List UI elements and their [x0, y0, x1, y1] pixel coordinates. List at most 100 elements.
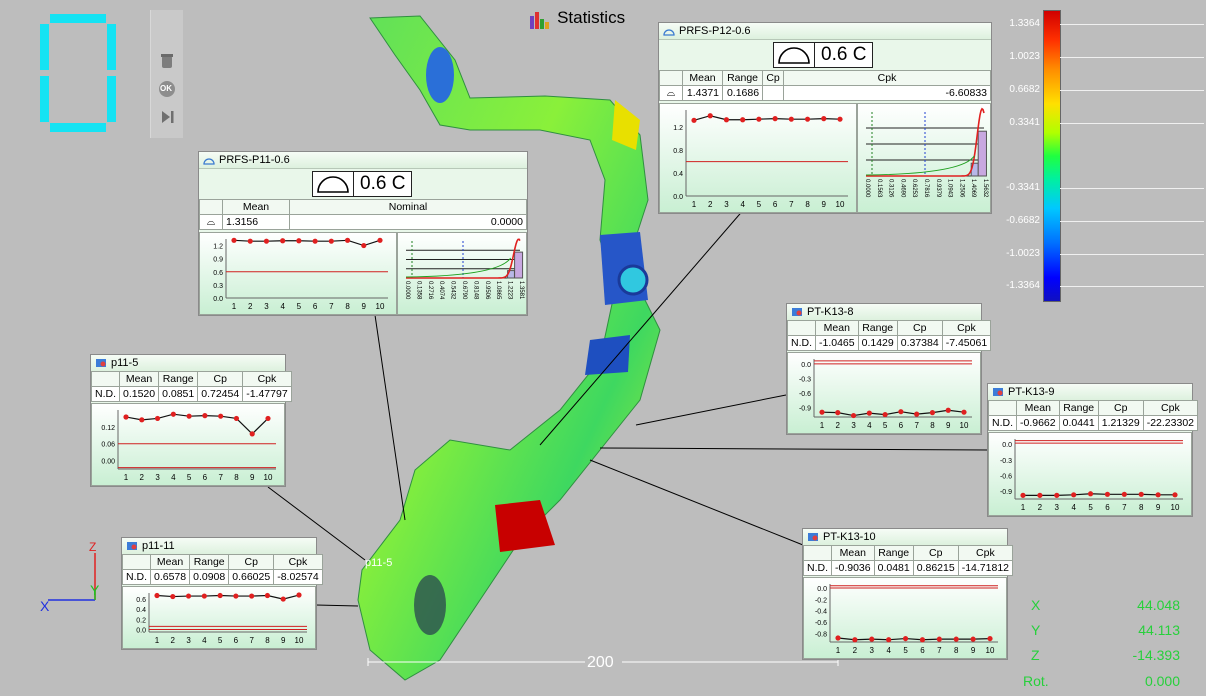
hist-bar: [977, 130, 987, 177]
data-point: [186, 413, 192, 419]
panel-p11-11[interactable]: p11-11 Mean Range Cp Cpk N.D. 0.6578 0.0908 0.…: [121, 537, 323, 650]
data-point: [740, 117, 746, 123]
control-chart: 0.6 0.4 0.2 0.0 1 2 3 4 5 6 7 8 9 10: [122, 586, 316, 649]
scale-label: 1.0023: [1009, 51, 1040, 62]
x-tick-label: 9: [281, 636, 286, 645]
y-tick-label: -0.3: [1000, 458, 1012, 465]
data-point: [970, 636, 976, 642]
data-point: [837, 116, 843, 122]
y-tick-label: 0.0: [136, 627, 146, 634]
data-point: [850, 412, 857, 419]
x-tick-label: 10: [986, 646, 995, 655]
y-tick-label: 0.0: [801, 362, 811, 369]
next-button[interactable]: [158, 108, 176, 126]
panel-pt-k13-8[interactable]: PT-K13-8 Mean Range Cp Cpk N.D. -1.0465 0.142…: [786, 303, 992, 435]
data-point: [819, 409, 825, 415]
x-tick-label: 2: [248, 302, 253, 311]
stats-table: Mean Range Cp Cpk N.D. -0.9662 0.0441 1.21329-…: [988, 400, 1199, 431]
counter-display: 0: [40, 14, 116, 132]
tolerance-label: 0.6 C: [773, 42, 873, 68]
data-point: [756, 116, 762, 122]
y-tick-label: 0.00: [101, 459, 115, 466]
x-tick-label: 1.3581: [518, 281, 524, 300]
y-tick-label: 0.9: [213, 257, 223, 264]
data-point: [1121, 491, 1127, 497]
control-chart: 1.2 0.9 0.6 0.3 0.0 1 2 3 4 5 6 7 8 9 10: [199, 232, 397, 315]
data-point: [170, 411, 176, 417]
x-tick-label: 7: [937, 646, 942, 655]
y-tick-label: 0.8: [673, 148, 683, 155]
x-tick-label: 8: [265, 636, 270, 645]
panel-pt-k13-9[interactable]: PT-K13-9 Mean Range Cp Cpk N.D. -0.9662 0.044…: [987, 383, 1199, 517]
x-tick-label: 4: [886, 646, 891, 655]
panel-p11-5[interactable]: p11-5 Mean Range Cp Cpk N.D. 0.1520 0.0851 0.7…: [90, 354, 292, 487]
data-point: [249, 593, 255, 599]
y-tick-label: 0.0: [213, 296, 223, 303]
x-tick-label: 0.1563: [876, 179, 882, 198]
trash-button[interactable]: [158, 52, 176, 70]
y-tick-label: 0.06: [101, 442, 115, 449]
x-tick-label: 3: [186, 636, 191, 645]
data-point: [264, 592, 271, 599]
x-tick-label: 1: [1021, 503, 1026, 512]
y-tick-label: 0.2: [136, 617, 146, 624]
scale-tick: [1060, 123, 1204, 124]
data-point: [869, 636, 875, 642]
x-tick-label: 1.5632: [982, 179, 988, 198]
data-point: [953, 636, 959, 642]
panel-title: PRFS-P12-0.6: [679, 25, 751, 37]
part-hole-top: [426, 47, 454, 103]
x-tick-label: 4: [202, 636, 207, 645]
data-point: [296, 592, 302, 598]
coord-x-label: X: [1031, 597, 1041, 613]
data-point: [691, 117, 697, 123]
measure-point-icon: [127, 542, 137, 550]
control-chart: 0.0 -0.3 -0.6 -0.9 1 2 3 4 5 6 7 8 9 10: [988, 432, 1192, 516]
scale-label: -0.6682: [1006, 215, 1040, 226]
y-tick-label: -0.4: [815, 609, 827, 616]
data-point: [936, 636, 942, 642]
gauge-icon: [663, 29, 675, 36]
scale-label: 0.3341: [1009, 117, 1040, 128]
data-point: [154, 415, 161, 422]
x-tick-label: 8: [805, 200, 810, 209]
panel-prfs-p11[interactable]: PRFS-P11-0.6 0.6 C Mean Nominal ⌓ 1.3156 0.…: [198, 151, 528, 316]
x-tick-label: 0.6253: [911, 179, 917, 198]
x-tick-label: 0.0000: [864, 179, 870, 198]
control-chart: 0.0 -0.3 -0.6 -0.9 1 2 3 4 5 6 7 8 9 10: [787, 352, 981, 434]
scale-label: -1.0023: [1006, 248, 1040, 259]
x-tick-label: 9: [362, 302, 367, 311]
data-point: [772, 116, 778, 122]
panel-pt-k13-10[interactable]: PT-K13-10 Mean Range Cp Cpk N.D. -0.9036 0.04…: [802, 528, 1014, 660]
scale-label: 0.6682: [1009, 84, 1040, 95]
cumulative-curve: [865, 155, 975, 176]
data-point: [280, 596, 286, 602]
x-tick-label: 10: [1171, 503, 1180, 512]
x-tick-label: 7: [218, 473, 223, 482]
y-tick-label: 0.6: [136, 597, 146, 604]
data-point: [914, 411, 920, 417]
x-tick-label: 6: [920, 646, 925, 655]
panel-title: PT-K13-10: [823, 531, 876, 543]
x-tick-label: 0.4690: [899, 179, 905, 198]
data-point: [170, 593, 176, 600]
data-point: [804, 116, 811, 122]
x-tick-label: 1.4069: [970, 179, 976, 198]
x-tick-label: 1: [232, 302, 237, 311]
x-tick-label: 6: [1105, 503, 1110, 512]
x-tick-label: 3: [851, 421, 856, 430]
stats-table: Mean Range Cp Cpk N.D. 0.6578 0.0908 0.66025 -8…: [122, 554, 323, 585]
x-tick-label: 9: [822, 200, 827, 209]
y-tick-label: -0.9: [799, 405, 811, 412]
part-blue-band: [585, 335, 630, 375]
x-tick-label: 0.1358: [415, 281, 421, 300]
data-point: [1087, 491, 1094, 497]
skip-next-icon: [162, 111, 174, 123]
ok-button[interactable]: OK: [158, 80, 176, 98]
panel-title: p11-5: [111, 357, 139, 369]
data-point: [249, 431, 255, 437]
scale-label: 1.3364: [1009, 18, 1040, 29]
data-point: [1138, 491, 1144, 497]
data-point: [233, 415, 240, 422]
panel-prfs-p12[interactable]: PRFS-P12-0.6 0.6 C Mean Range Cp Cpk ⌓ 1.437…: [658, 22, 992, 214]
